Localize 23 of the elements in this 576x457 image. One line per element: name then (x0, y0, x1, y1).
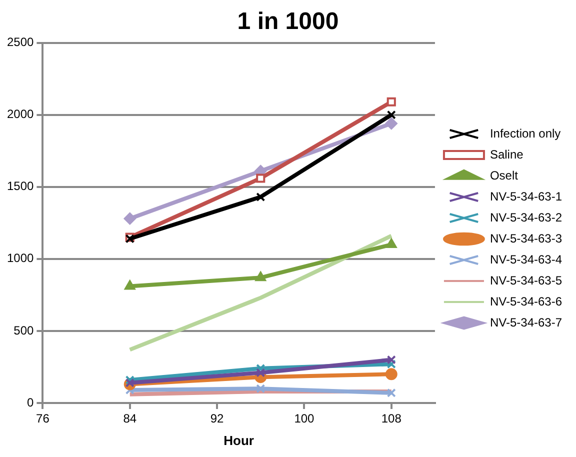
legend-label: NV-5-34-63-5 (490, 273, 562, 288)
legend-label: Oselt (490, 168, 519, 182)
x-tick-label: 84 (123, 412, 137, 426)
x-axis-title: Hour (224, 432, 254, 448)
y-tick-label: 2000 (6, 107, 34, 122)
legend-label: NV-5-34-63-2 (490, 210, 562, 224)
legend-label: NV-5-34-63-3 (490, 231, 562, 246)
x-tick-label: 92 (210, 412, 224, 426)
y-tick-label: 0 (27, 395, 34, 410)
legend-label: Saline (490, 147, 524, 162)
legend-label: NV-5-34-63-4 (490, 252, 562, 266)
y-tick-label: 1000 (6, 251, 34, 266)
y-tick-label: 2500 (6, 35, 34, 50)
chart-title: 1 in 1000 (237, 8, 339, 36)
legend-label: NV-5-34-63-1 (490, 189, 562, 204)
y-tick-label: 500 (14, 323, 34, 338)
x-tick-label: 76 (36, 412, 50, 426)
x-tick-label: 108 (381, 412, 402, 426)
legend-label: NV-5-34-63-6 (490, 294, 562, 308)
legend-label: Infection only (490, 126, 561, 140)
legend-label: NV-5-34-63-7 (490, 315, 562, 330)
x-tick-label: 100 (294, 412, 315, 426)
y-tick-label: 1500 (6, 179, 34, 194)
